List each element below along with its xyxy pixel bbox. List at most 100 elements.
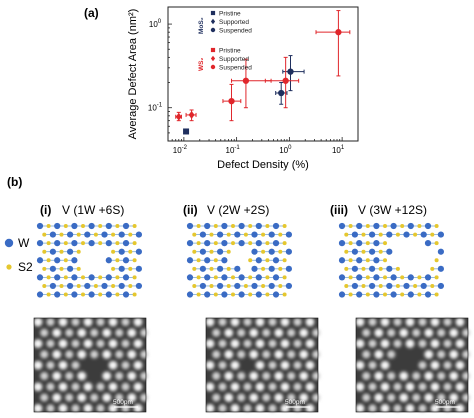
w-atom [199,231,206,238]
w-atom [407,274,414,281]
w-atom [437,248,444,255]
w-atom [36,257,44,264]
s-atom [196,292,201,297]
s-atom [46,224,51,228]
x-tick-label: 100 [279,145,292,155]
x-tick-label: 10-2 [173,145,188,155]
w-atom [49,231,57,238]
s-atom [278,283,283,288]
s-atom [192,249,197,254]
w-atom [238,274,245,281]
w-atom [356,291,363,298]
structure-title-2: (ii) V (2W +2S) [183,203,269,217]
s-atom [265,241,270,246]
s-atom [196,275,201,280]
s-atom [76,266,81,271]
w-atom [101,231,108,238]
w-atom [122,222,130,230]
s-atom [76,283,81,288]
s-atom [231,275,235,280]
w-atom [105,274,112,281]
s-atom [76,249,81,254]
w-atom [403,282,410,290]
s-atom [196,241,201,246]
w-atom [67,248,74,255]
data-point [335,29,342,36]
s-atom [378,266,383,271]
w-atom [437,231,444,238]
s-atom [81,292,85,297]
w-atom [369,265,376,272]
structure-2-title: V (2W +2S) [207,203,269,217]
stem-image-2: 500pm [205,317,321,413]
w-atom [338,222,346,230]
structure-title-1: (i) V (1W +6S) [40,203,124,217]
w-atom [71,240,78,247]
s-atom [128,283,133,288]
w-atom [234,282,241,290]
w-atom [272,257,280,264]
structure-3-roman: (iii) [330,203,348,217]
s-atom [59,283,64,288]
w-atom [351,282,358,290]
w-atom [255,240,262,247]
w-atom [49,282,57,290]
s-atom [361,249,366,254]
s-atom [344,266,349,271]
s-atom [81,224,85,228]
s-atom [400,292,405,297]
w-atom [272,291,280,298]
w-atom [221,291,228,298]
w-atom [356,222,363,230]
s-atom [63,241,68,246]
legend-marker [210,10,216,16]
s-atom [383,224,387,228]
w-atom [373,274,380,281]
s-atom [128,249,133,254]
w-atom [186,240,194,247]
w-atom [238,240,245,247]
w-atom [356,257,363,264]
s-atom [132,258,137,263]
s-atom [59,266,64,271]
s-atom [413,283,418,288]
s-atom [42,283,47,288]
s-atom [430,266,435,271]
ticks: 10-2 10-1 100 101 10-1 100 [148,19,359,155]
w-atom [338,257,346,264]
s-atom [115,275,120,280]
s-atom [76,232,81,237]
w-atom [351,248,358,255]
s-atom [383,241,387,246]
w-atom [268,265,275,272]
s-legend-label: S2 [18,260,33,274]
s-atom [344,283,349,288]
s-atom [98,224,103,228]
s-atom [128,266,133,271]
s-atom [434,241,439,246]
s-atom [111,232,116,237]
scale-bar-2: 500pm [285,399,305,406]
w-atom [373,222,380,230]
w-atom [84,282,91,290]
s-atom [81,241,85,246]
s-atom [400,275,405,280]
legend-marker [210,27,216,33]
w-atom [369,231,376,238]
w-atom [204,274,211,281]
w-atom [118,248,125,255]
s-atom [46,258,51,263]
w-atom-icon [4,238,14,248]
legend-entry-label: Supported [219,56,249,63]
structure-1-title: V (1W +6S) [62,203,124,217]
w-atom [386,248,393,255]
w-atom [390,222,397,230]
w-atom [105,291,112,298]
s-atom [278,249,283,254]
s-atom [111,266,116,271]
s-atom [93,283,98,288]
s-atom [63,224,68,228]
s-atom [231,292,235,297]
structure-3-title: V (3W +12S) [358,203,427,217]
w-atom [36,274,44,281]
